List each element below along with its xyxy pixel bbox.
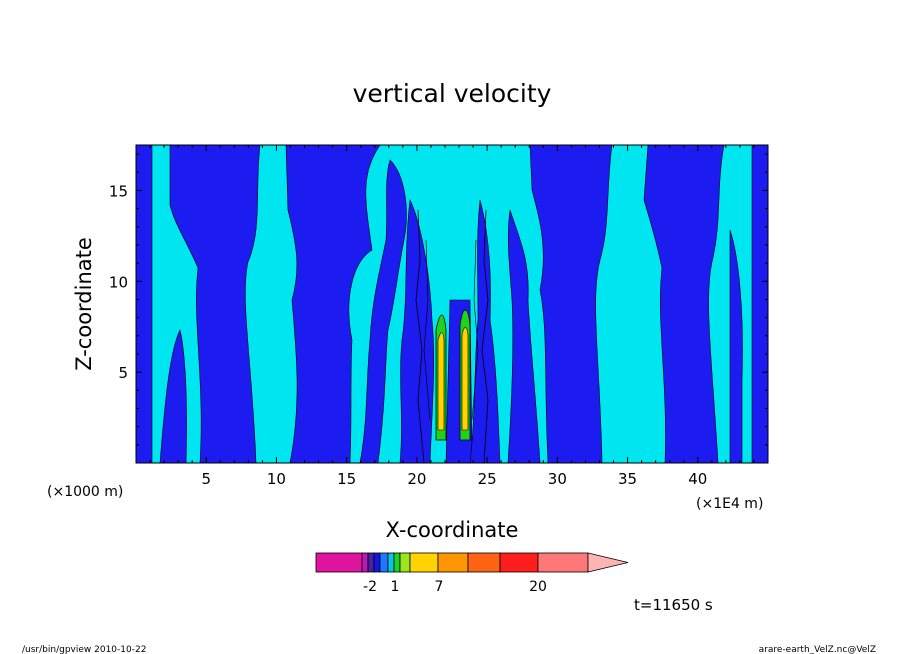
y-tick-label: 15 bbox=[109, 182, 128, 200]
x-unit-right: (×1E4 m) bbox=[696, 496, 763, 512]
colorbar-segment bbox=[499, 552, 539, 573]
y-tick-labels: 5 10 15 bbox=[109, 182, 128, 382]
colorbar-label: 20 bbox=[529, 579, 547, 595]
updraft-core bbox=[415, 209, 489, 463]
x-unit-left: (×1000 m) bbox=[47, 484, 123, 500]
colorbar-segment bbox=[393, 552, 401, 573]
colorbar-label: 1 bbox=[391, 579, 400, 595]
axis-ticks bbox=[136, 145, 768, 463]
colorbar-label: 7 bbox=[435, 579, 444, 595]
colorbar-segment bbox=[399, 552, 411, 573]
colorbar-segment bbox=[367, 552, 375, 573]
downdraft-regions bbox=[136, 145, 768, 463]
colorbar bbox=[315, 552, 629, 573]
x-tick-label: 15 bbox=[337, 470, 356, 488]
colorbar-extend-arrow bbox=[587, 552, 629, 573]
colorbar-segment bbox=[537, 552, 589, 573]
colorbar-segment bbox=[373, 552, 381, 573]
y-axis-label: Z-coordinate bbox=[72, 237, 96, 371]
x-tick-label: 5 bbox=[201, 470, 211, 488]
colorbar-segment bbox=[379, 552, 389, 573]
x-tick-label: 35 bbox=[618, 470, 637, 488]
footer-right: arare-earth_VelZ.nc@VelZ bbox=[759, 645, 876, 654]
x-tick-label: 40 bbox=[688, 470, 707, 488]
x-tick-labels: 5 10 15 20 25 30 35 40 bbox=[201, 470, 707, 488]
time-label: t=11650 s bbox=[634, 596, 713, 614]
y-tick-label: 10 bbox=[109, 273, 128, 291]
colorbar-segment bbox=[437, 552, 469, 573]
chart-title: vertical velocity bbox=[353, 79, 552, 108]
x-tick-label: 30 bbox=[548, 470, 567, 488]
colorbar-segment bbox=[387, 552, 395, 573]
colorbar-label: -2 bbox=[363, 579, 377, 595]
x-tick-label: 20 bbox=[407, 470, 426, 488]
colorbar-segment bbox=[467, 552, 501, 573]
contour-field bbox=[136, 145, 768, 463]
x-tick-label: 25 bbox=[478, 470, 497, 488]
colorbar-segment bbox=[409, 552, 439, 573]
colorbar-segment bbox=[361, 552, 369, 573]
footer-left: /usr/bin/gpview 2010-10-22 bbox=[22, 645, 146, 654]
y-tick-label: 5 bbox=[118, 364, 128, 382]
colorbar-labels: -2 1 7 20 bbox=[363, 579, 547, 595]
x-axis-label: X-coordinate bbox=[386, 518, 519, 542]
colorbar-segment bbox=[315, 552, 363, 573]
plot-frame bbox=[135, 144, 769, 464]
x-tick-label: 10 bbox=[267, 470, 286, 488]
